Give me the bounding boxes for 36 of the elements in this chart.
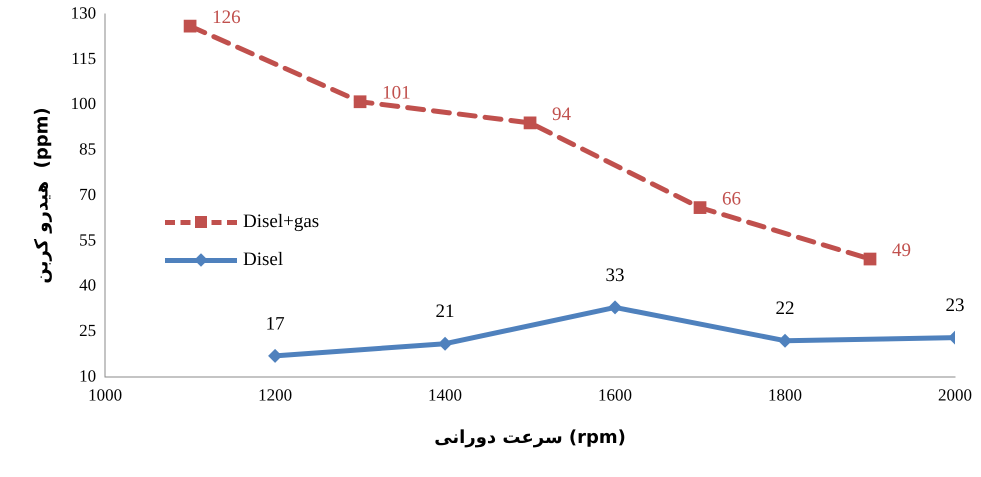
data-label: 101 xyxy=(382,82,411,104)
point xyxy=(608,300,622,314)
data-label: 66 xyxy=(722,188,742,210)
y-tick-label: 85 xyxy=(79,140,96,159)
data-label: 22 xyxy=(776,298,795,320)
data-label: 21 xyxy=(436,301,455,322)
legend-label: Disel+gas xyxy=(243,211,320,233)
x-tick-label: 1200 xyxy=(258,386,292,405)
y-tick-label: 25 xyxy=(79,321,96,340)
point xyxy=(184,20,196,32)
data-label: 94 xyxy=(552,104,572,125)
legend-label: Disel xyxy=(243,249,284,271)
y-tick-label: 130 xyxy=(70,3,96,22)
x-axis-title: سرعت دورانی (rpm) xyxy=(434,426,626,448)
point xyxy=(438,336,452,351)
x-tick-label: 1400 xyxy=(428,386,462,405)
y-tick-label: 115 xyxy=(71,48,96,68)
x-tick-label: 1000 xyxy=(88,386,122,405)
data-label: 23 xyxy=(946,295,964,316)
x-tick-label: 2000 xyxy=(938,386,972,405)
y-tick-label: 55 xyxy=(79,230,96,250)
data-label: 17 xyxy=(266,313,285,334)
x-tick-label: 1600 xyxy=(598,386,632,405)
y-tick-label: 100 xyxy=(70,94,96,114)
y-tick-label: 10 xyxy=(79,366,96,386)
y-tick-label: 40 xyxy=(79,276,96,295)
data-label: 49 xyxy=(892,240,912,262)
point xyxy=(354,95,366,108)
data-label: 33 xyxy=(606,264,625,286)
point xyxy=(694,201,706,214)
y-tick-label: 70 xyxy=(79,184,96,204)
point xyxy=(864,252,876,266)
data-label: 126 xyxy=(212,7,241,28)
x-tick-label: 1800 xyxy=(768,386,802,405)
y-axis-title: هیدرو کربن (ppm) xyxy=(31,107,52,284)
point xyxy=(524,116,536,130)
